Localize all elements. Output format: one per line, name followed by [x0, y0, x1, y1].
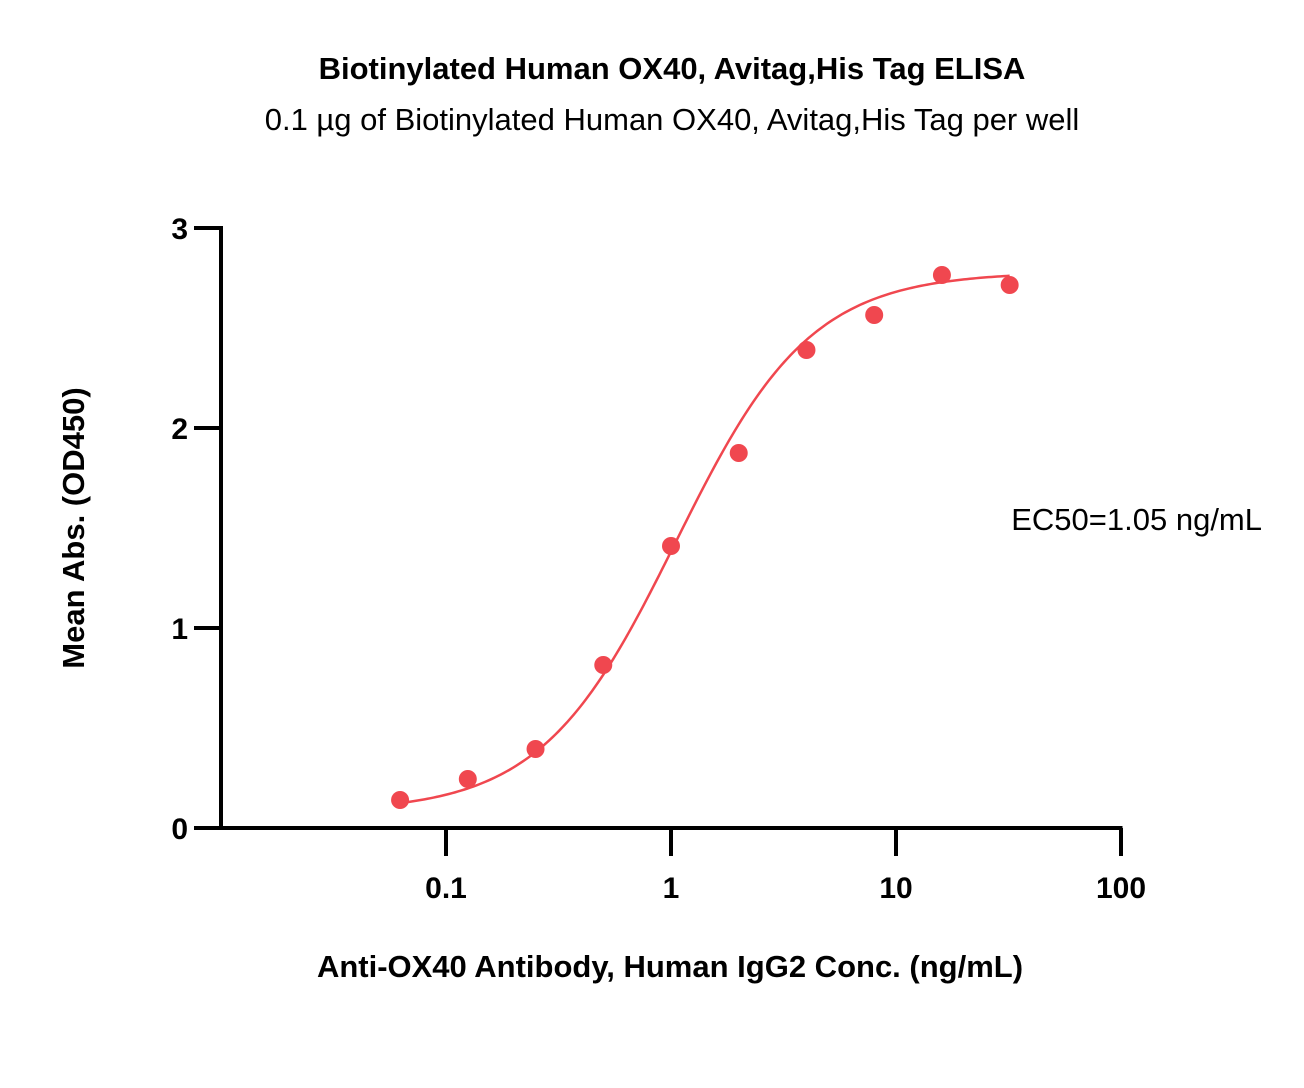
fit-curve: [399, 274, 1010, 805]
data-point: [865, 306, 884, 324]
data-point: [932, 266, 951, 284]
y-tick-label: 0: [171, 813, 188, 846]
data-point: [458, 770, 477, 788]
y-axis-ticks: 0 1 2 3: [171, 213, 221, 846]
data-point: [797, 341, 816, 359]
data-point: [526, 740, 545, 758]
y-tick-label: 1: [171, 613, 188, 646]
data-points: [391, 266, 1019, 809]
y-axis-label: Mean Abs. (OD450): [56, 387, 91, 668]
x-tick-label: 1: [663, 872, 680, 905]
y-tick-label: 3: [171, 213, 188, 246]
chart-title: Biotinylated Human OX40, Avitag,His Tag …: [319, 51, 1026, 86]
fit-curve-group: [399, 274, 1010, 805]
x-tick-label: 100: [1096, 872, 1146, 905]
data-point: [662, 537, 680, 555]
data-point: [594, 656, 613, 674]
data-point: [391, 791, 410, 809]
axes: [219, 226, 1123, 830]
ec50-annotation: EC50=1.05 ng/mL: [1011, 502, 1262, 537]
data-point: [729, 444, 748, 462]
y-tick-label: 2: [171, 413, 188, 446]
x-axis-ticks: 0.1 1 10 100: [425, 828, 1146, 905]
x-tick-label: 10: [879, 872, 912, 905]
data-point: [1000, 276, 1019, 294]
x-axis-label: Anti-OX40 Antibody, Human IgG2 Conc. (ng…: [317, 949, 1023, 984]
chart-subtitle: 0.1 µg of Biotinylated Human OX40, Avita…: [265, 102, 1080, 137]
x-tick-label: 0.1: [425, 872, 467, 905]
